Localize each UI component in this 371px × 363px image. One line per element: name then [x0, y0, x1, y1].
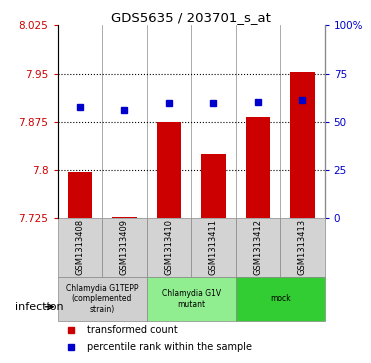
Bar	[246, 117, 270, 218]
Text: percentile rank within the sample: percentile rank within the sample	[87, 342, 252, 352]
Bar	[112, 217, 137, 218]
Bar	[58, 218, 102, 277]
Bar	[147, 218, 191, 277]
Bar	[102, 218, 147, 277]
Text: GSM1313410: GSM1313410	[164, 219, 173, 276]
Bar	[290, 72, 315, 218]
Text: GSM1313412: GSM1313412	[253, 219, 262, 276]
Bar	[58, 277, 147, 321]
Text: GSM1313408: GSM1313408	[75, 219, 84, 276]
Text: Chlamydia G1TEPP
(complemented
strain): Chlamydia G1TEPP (complemented strain)	[66, 284, 138, 314]
Bar	[236, 277, 325, 321]
Text: Chlamydia G1V
mutant: Chlamydia G1V mutant	[161, 289, 221, 309]
Text: GSM1313409: GSM1313409	[120, 219, 129, 276]
Title: GDS5635 / 203701_s_at: GDS5635 / 203701_s_at	[111, 11, 271, 24]
Bar	[191, 218, 236, 277]
Bar	[68, 172, 92, 218]
Bar	[280, 218, 325, 277]
Text: GSM1313413: GSM1313413	[298, 219, 307, 276]
Text: GSM1313411: GSM1313411	[209, 219, 218, 276]
Bar	[157, 122, 181, 218]
Text: transformed count: transformed count	[87, 325, 178, 335]
Text: mock: mock	[270, 294, 290, 303]
Bar	[236, 218, 280, 277]
Text: infection: infection	[15, 302, 63, 312]
Bar	[201, 154, 226, 218]
Bar	[147, 277, 236, 321]
